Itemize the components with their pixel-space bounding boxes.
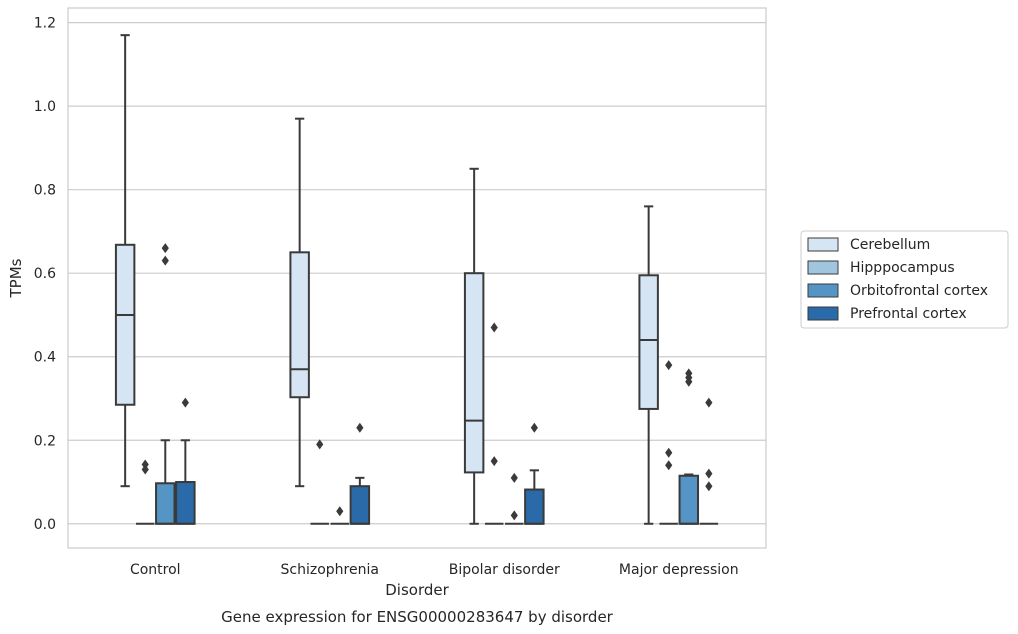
box-group: [638, 205, 659, 525]
x-tick-label: Major depression: [619, 562, 739, 578]
legend-items: Cerebellum Hipppocampus Orbitofrontal cort…: [807, 237, 988, 322]
outlier-point: [356, 422, 364, 433]
box-body: [349, 485, 371, 525]
legend-swatch: [807, 283, 839, 298]
y-tick-label: 0.2: [34, 433, 56, 449]
outlier-point: [510, 472, 518, 483]
outlier-point: [161, 243, 169, 254]
legend: Cerebellum Hipppocampus Orbitofrontal cort…: [800, 230, 1009, 329]
legend-label: Hipppocampus: [850, 260, 955, 276]
box-group: [135, 459, 155, 525]
legend-label: Prefrontal cortex: [850, 306, 967, 322]
plot-frame: [67, 7, 767, 549]
legend-swatch: [807, 306, 839, 321]
outlier-point: [510, 510, 518, 521]
legend-label: Orbitofrontal cortex: [850, 283, 988, 299]
box-group: [114, 34, 136, 488]
y-tick-label: 1.2: [34, 16, 56, 32]
y-tick-label: 0.8: [34, 183, 56, 199]
outlier-point: [490, 456, 498, 467]
outlier-point: [316, 439, 324, 450]
legend-frame: [800, 230, 1009, 329]
outlier-point: [705, 481, 713, 492]
outlier-point: [705, 397, 713, 408]
box-body: [289, 251, 310, 399]
outlier-point: [336, 506, 344, 517]
outlier-point: [141, 464, 149, 475]
y-tick-label: 1.0: [34, 99, 56, 115]
outlier-point: [141, 459, 149, 470]
box-group: [524, 422, 545, 525]
box-group: [505, 472, 524, 525]
x-tick-labels: Control Schizophrenia Bipolar disorder Majo…: [130, 562, 739, 578]
x-tick-label: Schizophrenia: [281, 562, 379, 578]
y-axis-label: TPMs: [7, 258, 25, 298]
outlier-point: [490, 322, 498, 333]
x-axis-label: Disorder: [385, 581, 449, 599]
outlier-point: [665, 460, 673, 471]
box-group: [289, 117, 310, 488]
y-tick-label: 0.4: [34, 350, 56, 366]
box-body: [114, 243, 136, 406]
legend-swatch: [807, 260, 839, 275]
box-group: [175, 397, 196, 525]
boxes-layer: [114, 34, 719, 525]
box-body: [463, 272, 485, 474]
legend-swatch: [807, 237, 839, 252]
y-tick-label: 0.6: [34, 266, 56, 282]
box-body: [638, 274, 659, 410]
box-body: [678, 474, 700, 525]
outlier-point: [665, 447, 673, 458]
box-group: [699, 397, 719, 525]
outlier-point: [685, 368, 693, 379]
box-body: [155, 482, 176, 525]
box-body: [175, 481, 196, 525]
box-group: [659, 360, 678, 525]
y-tick-labels: 0.0 0.2 0.4 0.6 0.8 1.0 1.2: [34, 16, 56, 533]
box-group: [678, 368, 700, 525]
box-group: [310, 439, 329, 525]
outlier-point: [161, 255, 169, 266]
y-tick-label: 0.0: [34, 517, 56, 533]
chart-caption: Gene expression for ENSG00000283647 by d…: [221, 608, 614, 626]
box-group: [155, 243, 176, 525]
grid-lines: [68, 22, 766, 525]
legend-label: Cerebellum: [850, 237, 930, 253]
outlier-point: [181, 397, 189, 408]
x-tick-label: Control: [130, 562, 181, 578]
box-group: [463, 167, 485, 525]
box-body: [524, 488, 545, 525]
outlier-point: [705, 468, 713, 479]
box-group: [484, 322, 504, 525]
outlier-point: [530, 422, 538, 433]
x-tick-label: Bipolar disorder: [449, 562, 560, 578]
outlier-point: [665, 360, 673, 371]
box-group: [349, 422, 371, 525]
box-group: [330, 506, 350, 525]
